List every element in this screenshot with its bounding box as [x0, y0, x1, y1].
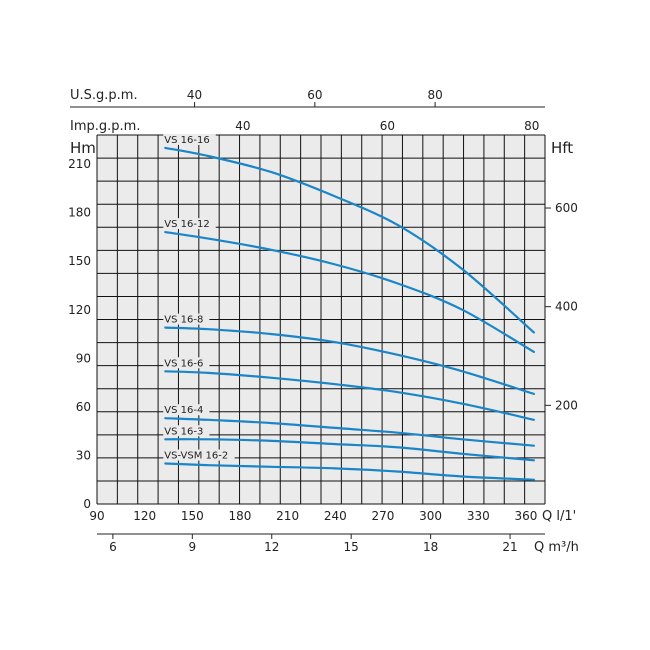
top-axis-1-tick-label: 40	[187, 88, 202, 102]
curve-label-bg	[163, 313, 210, 325]
bottom-axis-1-tick-label: 180	[229, 509, 252, 523]
bottom-axis-2-tick-label: 21	[502, 540, 517, 554]
curve-label-bg	[163, 425, 210, 437]
right-axis-label: Hft	[551, 139, 573, 157]
bottom-axis-1-tick-label: 360	[514, 509, 537, 523]
bottom-axis-2-label: Q m³/h	[534, 540, 579, 555]
curve-line-7	[164, 462, 535, 481]
top-axis-2-tick-label: 60	[380, 119, 395, 133]
curve-line-1	[164, 146, 535, 334]
bottom-axis-2-tick-label: 15	[344, 540, 359, 554]
curve-label-1: VS 16-16	[164, 135, 209, 146]
top-axes: 40 60 80 40 60 80	[70, 88, 545, 133]
curve-label-bg	[163, 133, 216, 145]
top-axis-1-label: U.S.g.p.m.	[70, 88, 138, 103]
bottom-axis-1-tick-label: 240	[324, 509, 347, 523]
right-axis-tick-label: 200	[555, 398, 578, 412]
curve-label-3: VS 16-8	[164, 315, 203, 326]
bottom-axis-1-tick-label: 300	[419, 509, 442, 523]
left-axis-tick-label: 120	[68, 303, 91, 317]
bottom-axis-1-tick-label: 210	[276, 509, 299, 523]
curve-label-2: VS 16-12	[164, 219, 209, 230]
left-axis-tick-label: 90	[76, 351, 91, 365]
bottom-axis-1-tick-label: 90	[89, 509, 104, 523]
curve-label-bg	[163, 449, 235, 461]
curve-label-4: VS 16-6	[164, 358, 203, 369]
bottom-axis-1-label: Q l/1'	[542, 509, 576, 524]
top-axis-1-tick-label: 80	[427, 88, 442, 102]
curve-line-3	[164, 326, 535, 395]
bottom-axis-2-tick-label: 12	[264, 540, 279, 554]
left-axis-tick-label: 150	[68, 254, 91, 268]
curve-label-bg	[163, 357, 210, 369]
bottom-axis-1-tick-label: 150	[181, 509, 204, 523]
curve-line-2	[164, 231, 535, 353]
top-axis-2-label: Imp.g.p.m.	[70, 119, 140, 134]
curve-label-6: VS 16-3	[164, 426, 203, 437]
curve-label-7: VS-VSM 16-2	[164, 451, 228, 462]
left-axis-tick-label: 60	[76, 400, 91, 414]
left-axis-tick-label: 210	[68, 157, 91, 171]
left-axis-tick-label: 30	[76, 448, 91, 462]
bottom-axis-1-tick-label: 270	[372, 509, 395, 523]
left-axis-tick-label: 0	[83, 497, 91, 511]
curve-label-bg	[163, 218, 216, 230]
top-axis-2-tick-label: 80	[524, 119, 539, 133]
top-axis-1-tick-label: 60	[307, 88, 322, 102]
curve-label-5: VS 16-4	[164, 405, 203, 416]
bottom-axis-1-tick-label: 330	[467, 509, 490, 523]
curve-line-5	[164, 417, 535, 447]
right-axis-tick-label: 400	[555, 300, 578, 314]
left-axis-label: Hm	[70, 139, 96, 157]
bottom-axes: 90 120 150 180 210 240 270 300 330 360 6 9 12 15 18 21	[89, 509, 545, 554]
bottom-axis-2-tick-label: 6	[109, 540, 117, 554]
side-axes: 0 30 60 90 120 150 180 210 200 400 600	[68, 157, 578, 511]
curve-line-4	[164, 370, 535, 421]
curve-label-bg	[163, 404, 210, 416]
top-axis-2-tick-label: 40	[235, 119, 250, 133]
bottom-axis-2-tick-label: 18	[423, 540, 438, 554]
bottom-axis-2-tick-label: 9	[188, 540, 196, 554]
left-axis-tick-label: 180	[68, 206, 91, 220]
bottom-axis-1-tick-label: 120	[133, 509, 156, 523]
right-axis-tick-label: 600	[555, 201, 578, 215]
curve-line-6	[164, 438, 535, 462]
curves: VS 16-16 VS 16-12 VS 16-8 VS 16-6 VS 16-4 VS …	[163, 133, 535, 481]
